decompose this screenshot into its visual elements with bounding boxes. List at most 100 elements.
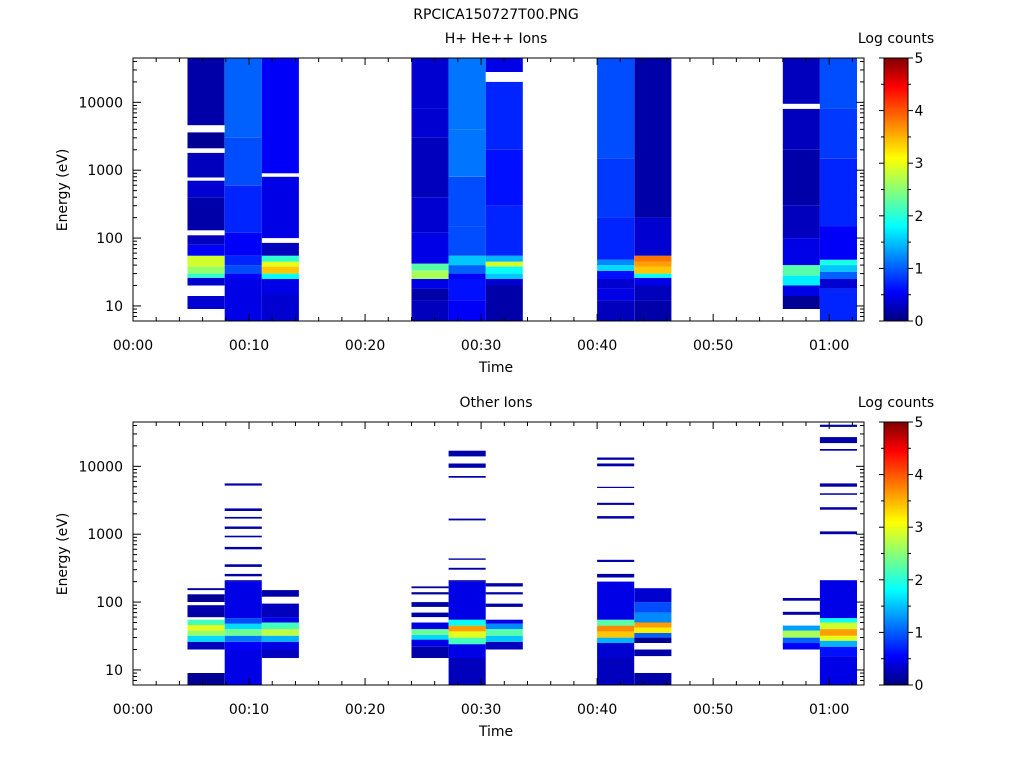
heatmap-cell	[448, 265, 486, 274]
x-tick-label: 00:10	[229, 338, 269, 354]
heatmap-cell	[411, 639, 449, 647]
heatmap-cell	[411, 270, 449, 279]
heatmap-cell	[448, 619, 486, 626]
heatmap-cell	[224, 629, 262, 636]
heatmap-cell	[597, 278, 635, 289]
heatmap-cell	[261, 294, 299, 321]
heatmap-cell	[411, 288, 449, 301]
heatmap-cell	[819, 483, 857, 487]
y-axis-label: Energy (eV)	[55, 513, 71, 596]
x-tick-label: 00:00	[113, 338, 153, 354]
heatmap-cell	[597, 158, 635, 218]
heatmap-cell	[448, 631, 486, 638]
heatmap-cell	[597, 581, 635, 620]
y-tick-label: 1000	[87, 163, 123, 179]
heatmap-cell	[261, 255, 299, 262]
plot-frame	[132, 421, 865, 686]
y-axis-label: Energy (eV)	[55, 149, 71, 232]
heatmap-cell	[261, 603, 299, 618]
heatmap-cell	[485, 255, 523, 262]
heatmap-cell	[448, 558, 486, 560]
heatmap-cell	[597, 502, 635, 505]
heatmap-cell	[448, 658, 486, 685]
heatmap-cell	[187, 625, 225, 631]
heatmap-cell	[224, 649, 262, 685]
heatmap-cell	[819, 449, 857, 451]
heatmap-cell	[597, 463, 635, 467]
y-tick-label: 10	[105, 663, 123, 679]
plot-frame	[132, 57, 865, 322]
heatmap-cell	[187, 152, 225, 178]
heatmap-cell	[782, 611, 820, 615]
heatmap-cell	[634, 622, 672, 628]
heatmap-cell	[597, 457, 635, 460]
heatmap-cell	[634, 300, 672, 321]
y-tick-label: 100	[96, 595, 123, 611]
x-tick-label: 00:40	[577, 338, 617, 354]
heatmap-cell	[782, 637, 820, 643]
heatmap-cell	[485, 81, 523, 150]
heatmap-cell	[187, 619, 225, 625]
heatmap-cell	[782, 265, 820, 276]
heatmap-cell	[261, 590, 299, 597]
heatmap-cell	[187, 605, 225, 618]
heatmap-cell	[485, 278, 523, 286]
heatmap-cell	[819, 580, 857, 619]
heatmap-cell	[224, 564, 262, 567]
colorbar-tick-label: 4	[915, 104, 924, 120]
heatmap-cell	[782, 58, 820, 104]
heatmap-cell	[782, 642, 820, 650]
heatmap-cell	[597, 637, 635, 643]
y-tick-label: 1000	[87, 527, 123, 543]
heatmap-cell	[782, 630, 820, 638]
x-axis-label: Time	[478, 360, 513, 376]
axes: 00:00 00:10 00:20 00:30 00:40 00:50 01:00 10 100…	[78, 57, 865, 354]
panel-h-he-ions: H+ He++ Ions Log counts 00:00 00:10 00:20 0…	[55, 31, 934, 376]
heatmap-cell	[634, 633, 672, 638]
heatmap-cell	[634, 277, 672, 286]
heatmap-cell	[224, 526, 262, 529]
heatmap-cell	[485, 261, 523, 267]
heatmap-cell	[448, 278, 486, 301]
heatmap-cell	[485, 641, 523, 650]
heatmap-cell	[782, 275, 820, 286]
colorbar-tick-label: 1	[915, 625, 924, 641]
heatmap-cell	[411, 232, 449, 264]
y-tick-label: 10000	[78, 95, 123, 111]
heatmap-cell	[634, 612, 672, 623]
heatmap-cell	[411, 592, 449, 595]
heatmap-cell	[485, 583, 523, 587]
heatmap-cell	[485, 149, 523, 206]
heatmap-cell	[187, 630, 225, 636]
heatmap-cell	[819, 278, 857, 289]
heatmap-cell	[485, 623, 523, 630]
heatmap-cell	[634, 602, 672, 613]
heatmap-cell	[597, 642, 635, 658]
heatmap-cell	[261, 617, 299, 623]
heatmap-cell	[187, 273, 225, 278]
heatmap-cell	[261, 58, 299, 174]
heatmap-cell	[261, 176, 299, 239]
heatmap-cell	[411, 58, 449, 109]
heatmap-cell	[224, 483, 262, 486]
heatmap-cell	[187, 58, 225, 126]
heatmap-cell	[634, 255, 672, 262]
heatmap-cell	[819, 108, 857, 159]
heatmap-cell	[819, 646, 857, 657]
heatmap-cell	[485, 619, 523, 624]
heatmap-cell	[448, 58, 486, 130]
heatmap-cell	[597, 619, 635, 626]
colorbar-label: Log counts	[858, 395, 934, 411]
x-tick-label: 01:00	[809, 702, 849, 718]
colorbar-ticks: 0 1 2 3 4 5	[879, 51, 924, 330]
heatmap-cell	[224, 535, 262, 538]
heatmap-cell	[411, 278, 449, 289]
heatmap-cell	[448, 129, 486, 177]
colorbar-tick-label: 5	[915, 415, 924, 431]
x-tick-label: 00:40	[577, 702, 617, 718]
heatmap-cell	[224, 581, 262, 619]
heatmap-cell	[819, 507, 857, 510]
heatmap-cell	[819, 622, 857, 630]
heatmap-cell	[224, 635, 262, 642]
